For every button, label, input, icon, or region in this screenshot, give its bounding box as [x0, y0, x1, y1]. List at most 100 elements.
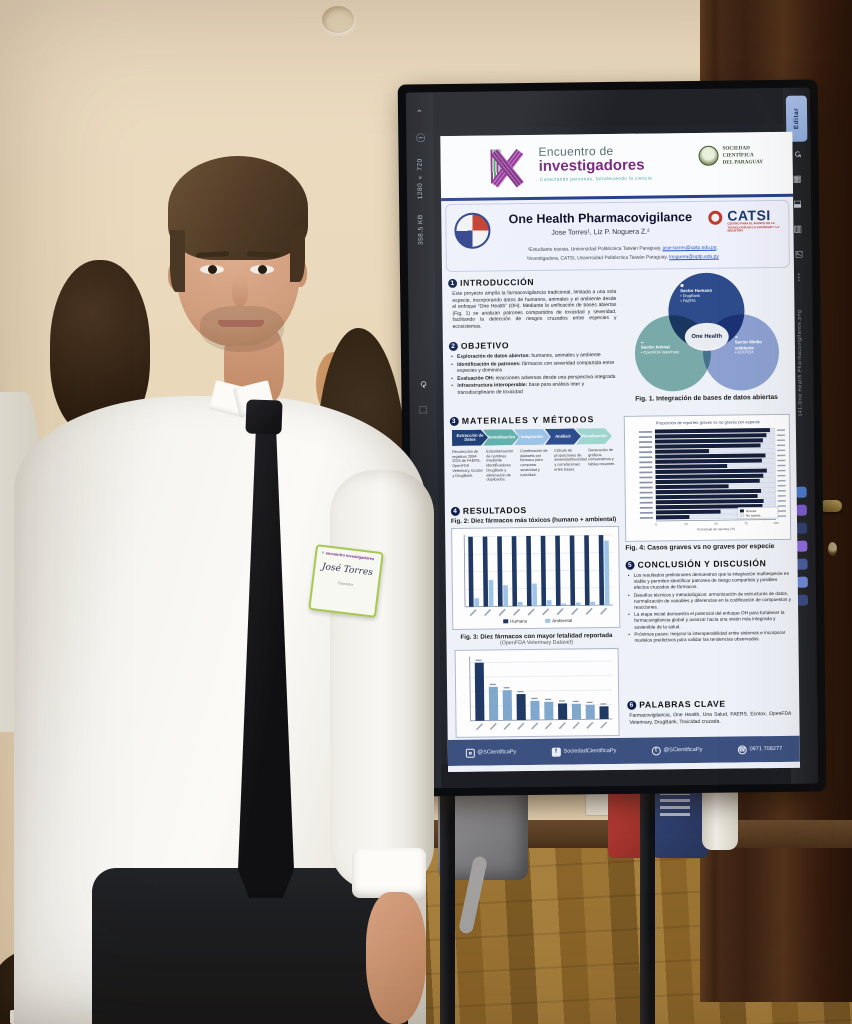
- fig2-caption: Fig. 2: Diez fármacos más tóxicos (human…: [450, 515, 617, 525]
- taskbar-app-icon[interactable]: [796, 540, 808, 552]
- fig3-caption: Fig. 3: Diez fármacos con mayor letalida…: [460, 632, 613, 647]
- screen: ‹ ⓘ 1280 × 720 358.5 KB ⟳ ⬚ ▶ 133 % ⊖ Ed…: [405, 87, 819, 789]
- facebook-icon: f: [551, 747, 561, 757]
- affiliation-2: ²Investigadora, CATSI, Universidad Polit…: [526, 254, 719, 263]
- people-icon: ⚉: [680, 283, 685, 289]
- list-view-icon[interactable]: ▤: [793, 224, 804, 234]
- poster-header: Encuentro de investigadores Conectando p…: [440, 131, 794, 199]
- man-hair: [170, 230, 185, 292]
- university-seal-icon: [454, 212, 491, 249]
- image-resolution-label: 1280 × 720: [416, 158, 425, 200]
- section-heading-objetivo: 2 OBJETIVO: [448, 340, 509, 351]
- section-heading-palabras: 6 PALABRAS CLAVE: [627, 699, 726, 710]
- photos-app-chrome-top: [432, 87, 784, 129]
- undo-icon[interactable]: ↺: [792, 150, 803, 159]
- wall-vent-circle: [322, 6, 354, 33]
- name-badge: ✕ encuentro investigadores José Torres E…: [308, 544, 384, 618]
- venn-label-ambiente: ❧ Sector Medio ambiente • ECOTOX: [734, 334, 762, 355]
- methods-flow: Extracción de Datos Normalización Integr…: [452, 428, 612, 446]
- svg-text:Graves: Graves: [746, 509, 757, 513]
- poster-image: Encuentro de investigadores Conectando p…: [440, 131, 801, 773]
- man-hand: [366, 892, 426, 1024]
- man-eye: [250, 265, 274, 274]
- info-icon[interactable]: ⓘ: [415, 133, 426, 143]
- method-step-3: Integración: [514, 429, 550, 445]
- leaf-icon: ❧: [734, 334, 739, 340]
- display-stand-leg: [440, 788, 455, 1024]
- rotate-icon[interactable]: ⟳: [418, 380, 429, 389]
- man-arm: [330, 470, 434, 890]
- svg-text:Humano: Humano: [510, 619, 528, 624]
- taskbar-app-icon[interactable]: [796, 594, 809, 606]
- taskbar-app-icon[interactable]: [796, 576, 808, 588]
- phone-number: ☎ 0971 708277: [737, 744, 783, 754]
- twitter-icon: t: [651, 745, 661, 756]
- badge-name: José Torres: [321, 562, 374, 579]
- poster-title: One Health Pharmacovigilance: [508, 210, 693, 227]
- crop-icon[interactable]: ⬚: [418, 405, 429, 414]
- objetivo-bullets: • Exploración de datos abiertos: humanos,…: [450, 352, 616, 396]
- badge-event-logo: ✕ encuentro investigadores: [321, 549, 375, 562]
- svg-text:Ambiental: Ambiental: [552, 618, 572, 623]
- door-handle: [820, 500, 842, 512]
- poster-title-box: One Health Pharmacovigilance Jose Torres…: [445, 199, 790, 273]
- man-hair: [168, 156, 308, 260]
- catsi-logo-icon: [708, 210, 723, 225]
- fig2-chart: Humano Ambiental: [451, 525, 621, 630]
- instagram-handle: @SCientificaPy: [465, 748, 516, 758]
- phone-icon: ☎: [737, 744, 747, 754]
- scientific-society-logo-icon: [698, 145, 719, 166]
- email-link: lnoguera@uptp.edu.py: [669, 254, 719, 261]
- svg-text:75: 75: [744, 521, 748, 525]
- event-title-line2: investigadores: [538, 156, 645, 175]
- poster-authors: Jose Torres¹, Liz P. Noguera Z.²: [551, 228, 650, 237]
- taskbar-app-icon[interactable]: [795, 504, 807, 516]
- section-heading-conclusion: 5 CONCLUSIÓN Y DISCUSIÓN: [625, 558, 767, 570]
- back-icon[interactable]: ‹: [414, 109, 426, 113]
- paw-icon: 🞄🞄: [640, 339, 644, 345]
- conclusion-bullets: • Los resultados preliminares demuestran …: [627, 570, 792, 643]
- edit-button-label: Editar: [792, 107, 801, 130]
- methods-descriptions: Recolección de registros 2004-2024 de FA…: [452, 447, 616, 482]
- filename-label: 141-One Health Pharmacovigilance.png: [795, 309, 804, 417]
- shirt-cuff: [352, 848, 426, 898]
- fig3-chart: [454, 647, 620, 738]
- method-step-1: Extracción de Datos: [452, 430, 488, 446]
- intro-text: Este proyecto amplía la farmacovigilanci…: [452, 288, 617, 330]
- display-stand-leg: [640, 788, 655, 1024]
- fig4-caption: Fig. 4: Casos graves vs no graves por es…: [625, 543, 775, 552]
- man-eye: [200, 265, 224, 274]
- svg-text:100: 100: [774, 521, 779, 525]
- venn-label-animal: 🞄🞄 Sector Animal • OpenFDA Veterinary: [640, 339, 680, 355]
- svg-text:No graves: No graves: [746, 513, 761, 517]
- catsi-logo: CATSI CENTRO PARA EL AVANCE DE LA TECNOL…: [708, 207, 788, 233]
- svg-text:50: 50: [714, 522, 718, 526]
- tie-knot: [245, 399, 283, 435]
- email-link: jose-torres@uptp.edu.py: [662, 245, 717, 252]
- taskbar-app-icon[interactable]: [795, 486, 807, 498]
- split-view-icon[interactable]: ◨: [793, 199, 804, 209]
- method-step-5: Visualización: [576, 428, 612, 444]
- twitter-handle: t @SCientificaPy: [651, 745, 702, 756]
- event-ix-logo-icon: [490, 147, 530, 188]
- man-stubble: [200, 306, 284, 352]
- blue-bag-print: [660, 794, 690, 816]
- section-heading-resultados: 4 RESULTADOS: [450, 505, 527, 516]
- svg-text:Porcentaje de reportes (%): Porcentaje de reportes (%): [697, 527, 735, 531]
- method-step-2: Normalización: [483, 429, 519, 445]
- taskbar-app-icon[interactable]: [796, 558, 808, 570]
- gallery-icon[interactable]: ▦: [792, 174, 803, 184]
- more-icon[interactable]: ⋯: [793, 272, 805, 282]
- instagram-icon: [465, 748, 475, 758]
- svg-text:0: 0: [655, 522, 657, 526]
- method-step-4: Análisis: [545, 428, 581, 444]
- man-mouth: [218, 320, 264, 327]
- event-tagline: Conectando personas, fortaleciendo la ci…: [539, 175, 653, 182]
- digital-poster-display: ‹ ⓘ 1280 × 720 358.5 KB ⟳ ⬚ ▶ 133 % ⊖ Ed…: [397, 79, 827, 797]
- taskbar-app-icon[interactable]: [796, 522, 808, 534]
- fig1-caption: Fig. 1. Integración de bases de datos ab…: [635, 393, 778, 403]
- badge-role: Expositor: [337, 581, 354, 587]
- venn-label-humano: ⚉ Sector Humano • DrugBank • FAERS: [680, 283, 713, 303]
- section-heading-introduccion: 1 INTRODUCCIÓN: [448, 277, 534, 288]
